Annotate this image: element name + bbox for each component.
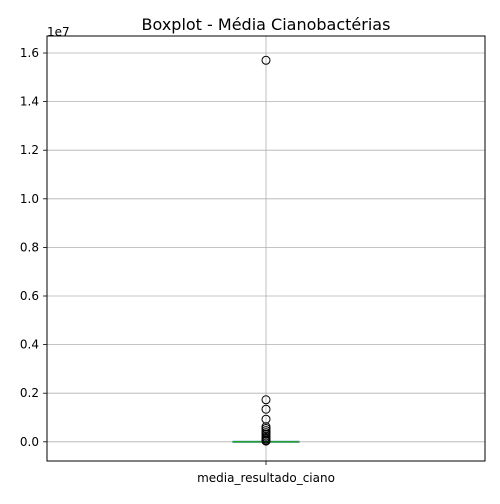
y-tick-label: 0.0 xyxy=(20,435,39,449)
y-tick-label: 0.8 xyxy=(20,240,39,254)
chart-title: Boxplot - Média Cianobactérias xyxy=(142,15,391,34)
y-tick-label: 0.4 xyxy=(20,338,39,352)
x-tick-label: media_resultado_ciano xyxy=(197,471,335,485)
grid-layer xyxy=(47,36,485,461)
y-tick-label: 0.2 xyxy=(20,386,39,400)
y-axis-offset-label: 1e7 xyxy=(47,25,70,39)
axis-layer: 0.0 0.2 0.4 0.6 0.8 1.0 1.2 1.4 1.6 media_resulta… xyxy=(20,46,335,485)
y-tick-label: 1.6 xyxy=(20,46,39,60)
y-tick-label: 0.6 xyxy=(20,289,39,303)
y-tick-label: 1.4 xyxy=(20,95,39,109)
y-tick-label: 1.2 xyxy=(20,143,39,157)
y-tick-label: 1.0 xyxy=(20,192,39,206)
